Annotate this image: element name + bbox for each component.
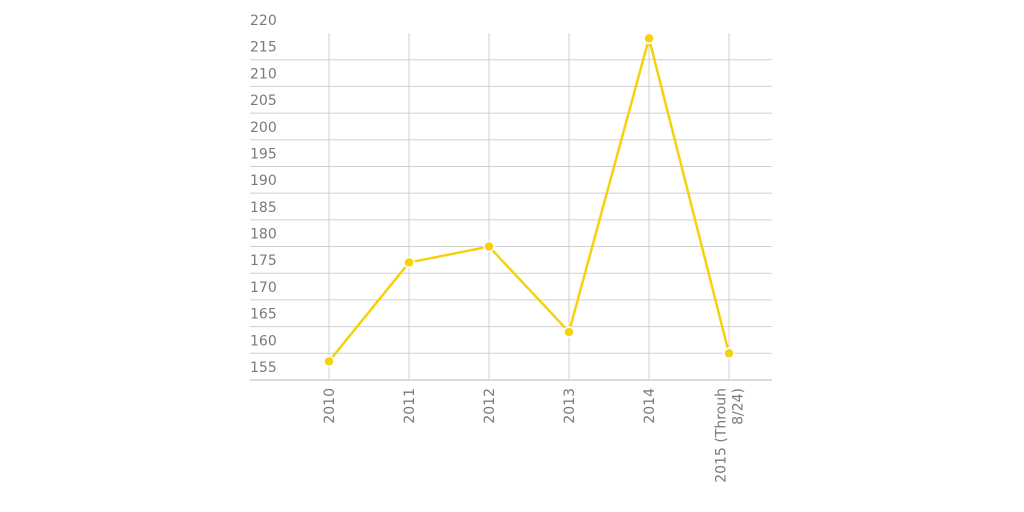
x-tick-label: 2013: [562, 388, 578, 424]
data-point: [403, 256, 415, 269]
y-tick-label: 170: [250, 280, 277, 296]
x-tick-label-line: 8/24): [731, 388, 747, 425]
series-line: [328, 37, 731, 363]
x-tick-label: 2012: [482, 388, 498, 424]
data-series: [323, 32, 735, 368]
x-tick-label: 2014: [642, 388, 658, 424]
y-tick-label: 165: [250, 307, 277, 323]
y-tick-label: 180: [250, 227, 277, 243]
y-tick-label: 155: [250, 360, 277, 376]
data-point: [643, 32, 655, 45]
y-tick-label: 160: [250, 333, 277, 349]
data-point: [323, 355, 335, 368]
x-tick-label-line: 2013: [562, 388, 578, 424]
y-axis-tick-labels: 155 160 165 170 175 180 185 190 195 200 205 210 215 2…: [250, 13, 277, 376]
x-tick-label-line: 2010: [322, 388, 338, 424]
y-tick-label: 210: [250, 66, 277, 82]
y-tick-label: 185: [250, 200, 277, 216]
x-tick-label: 2010: [322, 388, 338, 424]
x-tick-label-line: 2011: [402, 388, 418, 424]
y-tick-label: 205: [250, 93, 277, 109]
x-tick-label-line: 2015 (Throuh: [714, 388, 730, 483]
data-point: [563, 326, 575, 338]
y-tick-label: 175: [250, 253, 277, 269]
gridlines: [250, 33, 772, 381]
data-point: [483, 240, 495, 253]
x-axis-tick-labels: 2010 2011 2012 2013 2014 2015 (Throuh8/24): [322, 388, 747, 483]
y-tick-label: 190: [250, 173, 277, 189]
y-tick-label: 200: [250, 120, 277, 136]
y-tick-label: 215: [250, 40, 277, 56]
x-tick-label: 2015 (Throuh8/24): [714, 388, 747, 483]
data-point: [723, 347, 735, 360]
x-tick-label-line: 2014: [642, 388, 658, 424]
x-tick-label-line: 2012: [482, 388, 498, 424]
y-tick-label: 195: [250, 146, 277, 162]
x-tick-label: 2011: [402, 388, 418, 424]
y-tick-label: 220: [250, 13, 277, 29]
